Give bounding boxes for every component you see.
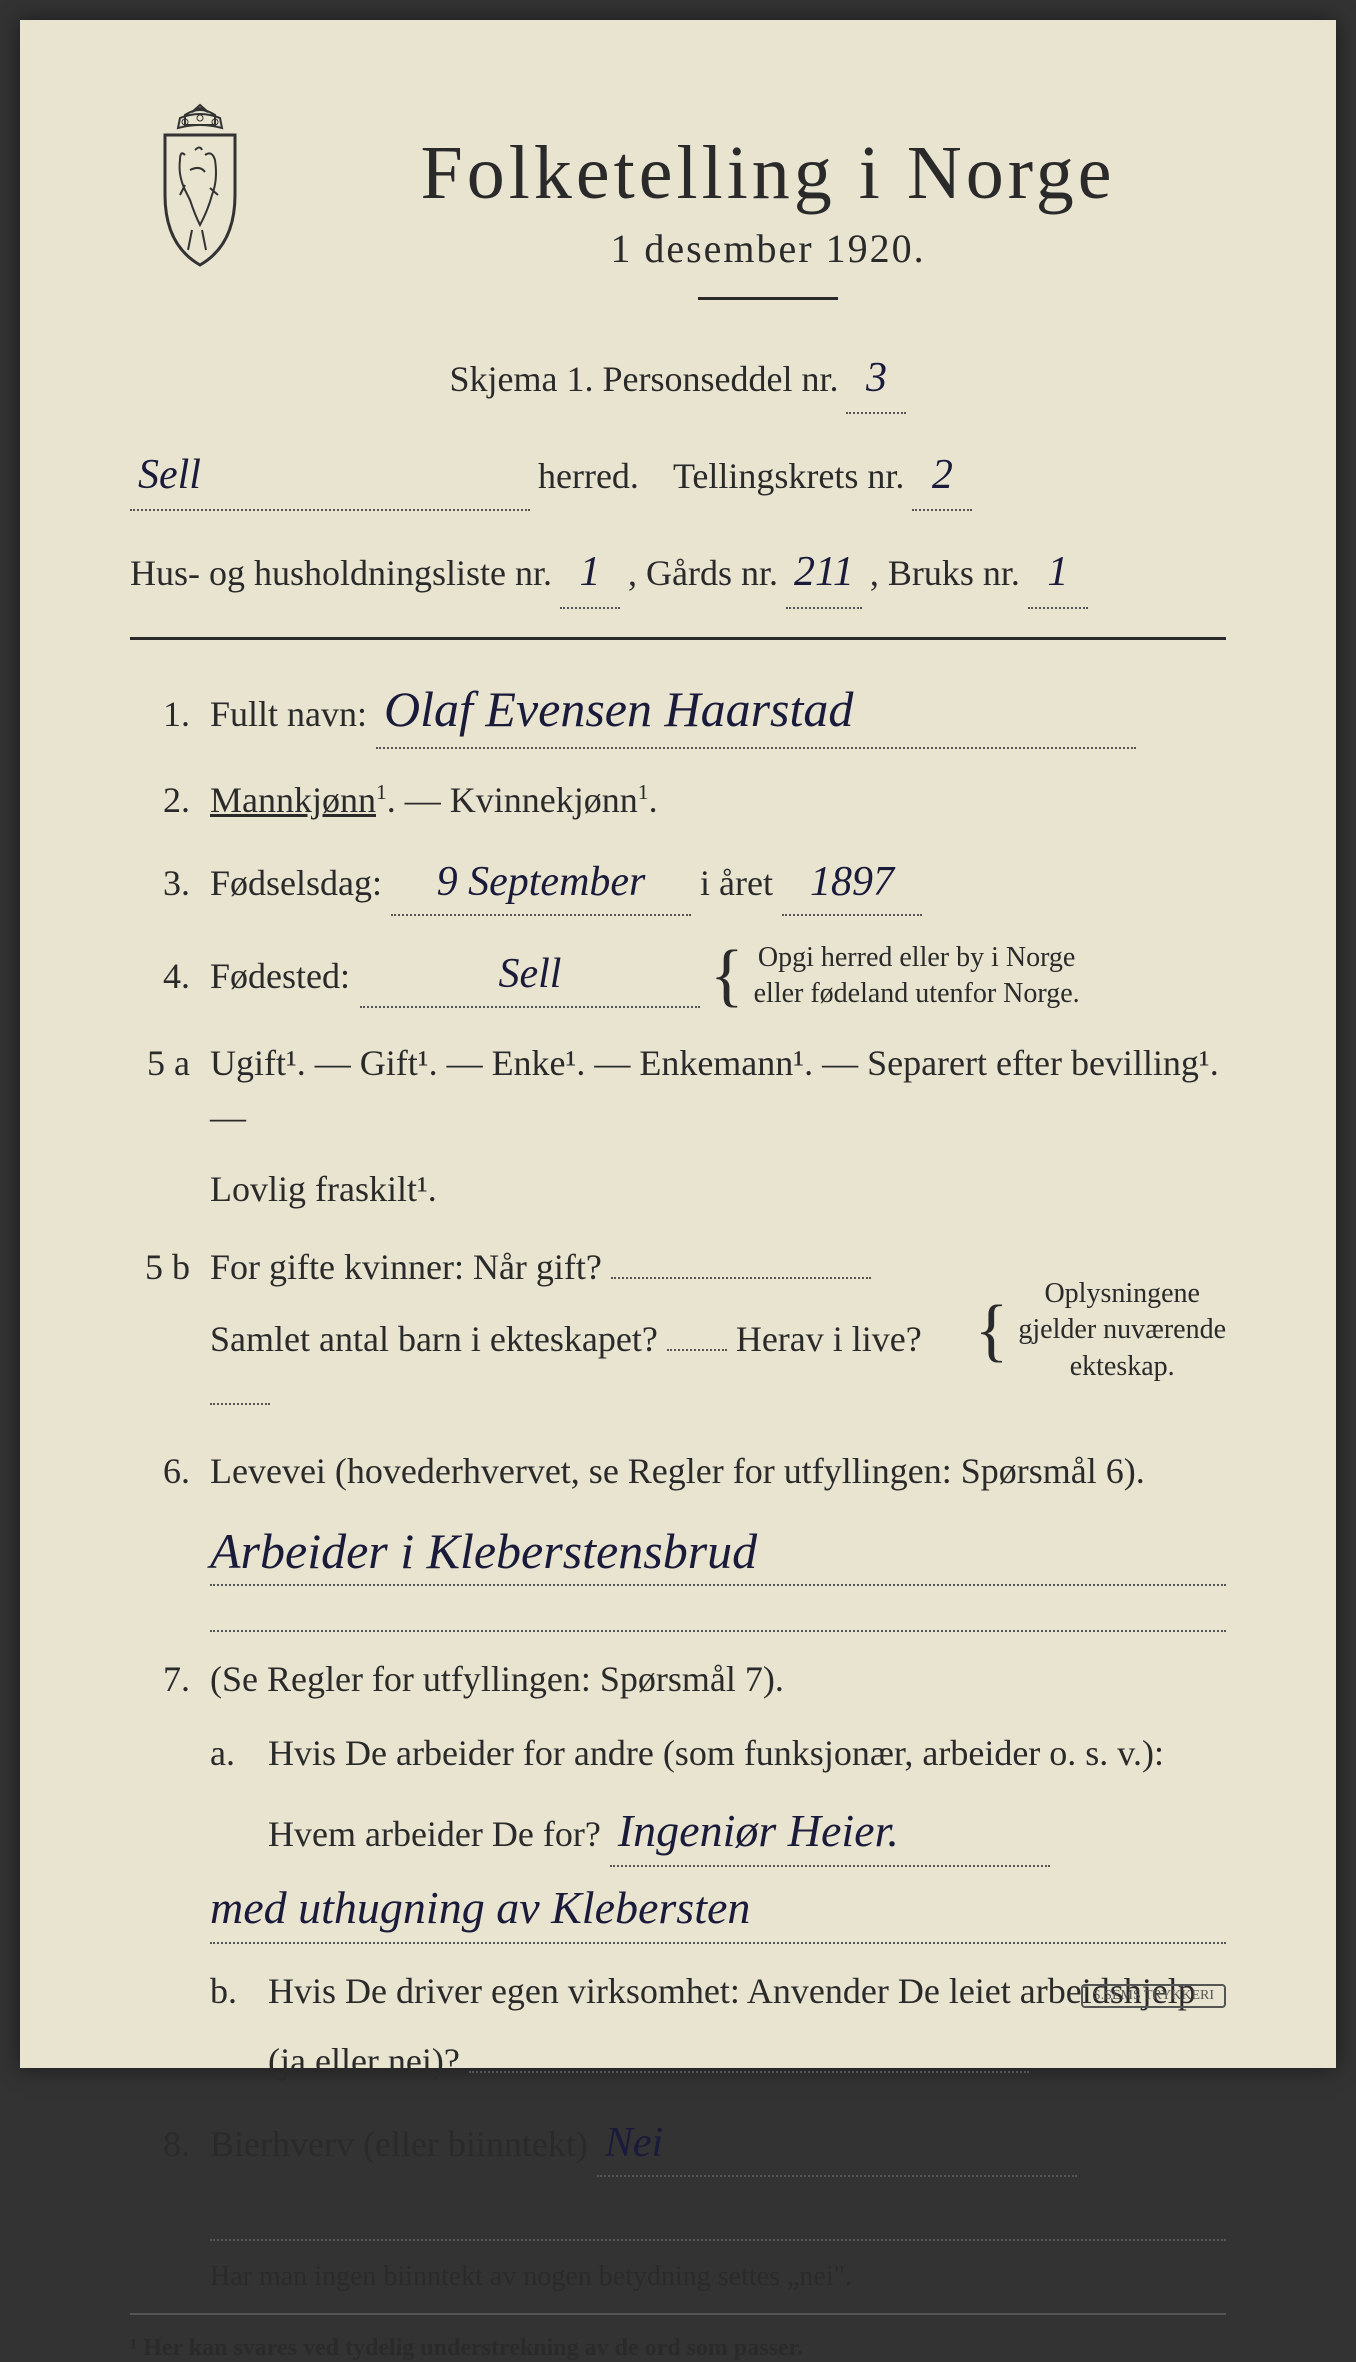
- birthplace: Sell: [360, 943, 700, 1008]
- q7b-text2: (ja eller nei)?: [268, 2041, 460, 2081]
- blank-line: [210, 2201, 1226, 2241]
- q5b-label3: Herav i live?: [736, 1319, 922, 1359]
- household-line: Hus- og husholdningsliste nr. 1 , Gårds …: [130, 539, 1226, 608]
- main-title: Folketelling i Norge: [310, 130, 1226, 217]
- krets-nr: 2: [912, 442, 972, 511]
- birth-year: 1897: [782, 851, 922, 916]
- employer-value: Ingeniør Heier.: [610, 1796, 1050, 1867]
- q5a-options2: Lovlig fraskilt¹.: [210, 1162, 1226, 1216]
- blank-line: [210, 1592, 1226, 1632]
- q5a-num: 5 a: [130, 1036, 190, 1090]
- bruks-nr: 1: [1028, 539, 1088, 608]
- footnote: ¹ Her kan svares ved tydelig understrekn…: [130, 2335, 1226, 2362]
- q1-row: 1. Fullt navn: Olaf Evensen Haarstad: [130, 672, 1226, 749]
- q2-row: 2. Mannkjønn1. — Kvinnekjønn1.: [130, 773, 1226, 827]
- children-count: [667, 1349, 727, 1351]
- children-alive: [210, 1403, 270, 1405]
- q3-label: Fødselsdag:: [210, 863, 382, 903]
- footnote-instruction: Har man ingen biinntekt av nogen betydni…: [210, 2261, 1226, 2293]
- full-name-value: Olaf Evensen Haarstad: [376, 672, 1136, 749]
- bruks-label: , Bruks nr.: [870, 545, 1020, 603]
- q8-label: Bierhverv (eller biinntekt): [210, 2124, 588, 2164]
- q7a-text: Hvis De arbeider for andre (som funksjon…: [268, 1726, 1226, 1780]
- q4-label: Fødested:: [210, 949, 350, 1003]
- hus-nr: 1: [560, 539, 620, 608]
- q7a-q: Hvem arbeider De for?: [268, 1814, 601, 1854]
- q7a-num: a.: [210, 1726, 250, 1867]
- q5b-row: 5 b For gifte kvinner: Når gift? Samlet …: [130, 1240, 1226, 1420]
- q7-label: (Se Regler for utfyllingen: Spørsmål 7).: [210, 1652, 1226, 1706]
- personseddel-nr: 3: [846, 345, 906, 414]
- herred-value: Sell: [130, 442, 530, 511]
- q7-num: 7.: [130, 1652, 190, 1706]
- q4-num: 4.: [130, 949, 190, 1003]
- q8-num: 8.: [130, 2117, 190, 2171]
- q5b-num: 5 b: [130, 1240, 190, 1294]
- krets-label: Tellingskrets nr.: [673, 448, 904, 506]
- census-form-page: Folketelling i Norge 1 desember 1920. Sk…: [20, 20, 1336, 2068]
- schema-label: Skjema 1. Personseddel nr.: [450, 351, 839, 409]
- section-divider: [130, 637, 1226, 640]
- thin-divider: [130, 2313, 1226, 2315]
- title-block: Folketelling i Norge 1 desember 1920.: [310, 100, 1226, 335]
- q6-num: 6.: [130, 1444, 190, 1498]
- herred-line: Sell herred. Tellingskrets nr. 2: [130, 442, 1226, 511]
- herred-label: herred.: [538, 448, 639, 506]
- q5b-label1: For gifte kvinner: Når gift?: [210, 1247, 602, 1287]
- schema-line: Skjema 1. Personseddel nr. 3: [130, 345, 1226, 414]
- mannkjonn: Mannkjønn: [210, 780, 376, 820]
- divider: [698, 297, 838, 300]
- q5b-label2: Samlet antal barn i ekteskapet?: [210, 1319, 658, 1359]
- q3-num: 3.: [130, 856, 190, 910]
- q5a-row: 5 a Ugift¹. — Gift¹. — Enke¹. — Enkemann…: [130, 1036, 1226, 1216]
- brace-icon: {: [975, 1306, 1009, 1355]
- gards-nr: 211: [786, 539, 862, 608]
- q6-row: 6. Levevei (hovederhvervet, se Regler fo…: [130, 1444, 1226, 1498]
- q1-num: 1.: [130, 687, 190, 741]
- header: Folketelling i Norge 1 desember 1920.: [130, 100, 1226, 335]
- birth-day: 9 September: [391, 851, 691, 916]
- q3-row: 3. Fødselsdag: 9 September i året 1897: [130, 851, 1226, 916]
- q4-note: Opgi herred eller by i Norge eller fødel…: [754, 940, 1080, 1013]
- employer-line2: med uthugning av Klebersten: [210, 1873, 1226, 1944]
- coat-of-arms-icon: [130, 100, 270, 270]
- q6-label: Levevei (hovederhvervet, se Regler for u…: [210, 1444, 1226, 1498]
- q5a-options: Ugift¹. — Gift¹. — Enke¹. — Enkemann¹. —…: [210, 1036, 1226, 1144]
- hus-label: Hus- og husholdningsliste nr.: [130, 545, 552, 603]
- q4-row: 4. Fødested: Sell { Opgi herred eller by…: [130, 940, 1226, 1013]
- secondary-income: Nei: [597, 2112, 1077, 2177]
- printer-stamp: S.SEMS TRYKKERI: [1081, 1984, 1226, 2008]
- married-when: [611, 1277, 871, 1279]
- occupation-value: Arbeider i Kleberstensbrud: [210, 1522, 1226, 1586]
- q8-row: 8. Bierhverv (eller biinntekt) Nei: [130, 2112, 1226, 2177]
- q5b-note: Oplysningene gjelder nuværende ekteskap.: [1018, 1276, 1226, 1385]
- q2-num: 2.: [130, 773, 190, 827]
- date-subtitle: 1 desember 1920.: [310, 225, 1226, 272]
- q7-row: 7. (Se Regler for utfyllingen: Spørsmål …: [130, 1652, 1226, 2088]
- q7b-num: b.: [210, 1964, 250, 2088]
- q1-label: Fullt navn:: [210, 694, 367, 734]
- gards-label: , Gårds nr.: [628, 545, 778, 603]
- q3-mid: i året: [700, 863, 773, 903]
- hired-help: [469, 2071, 1029, 2073]
- brace-icon: {: [710, 951, 744, 1000]
